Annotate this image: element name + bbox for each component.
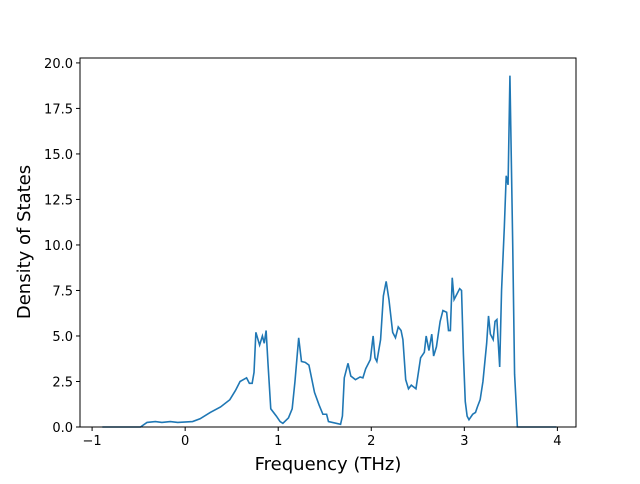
x-tick-label: −1 bbox=[83, 434, 102, 449]
x-tick-label: 3 bbox=[460, 434, 468, 449]
plot-frame bbox=[79, 57, 577, 428]
y-axis-label: Density of States bbox=[14, 165, 35, 319]
y-tick-label: 0.0 bbox=[52, 421, 73, 436]
x-tick-label: 2 bbox=[367, 434, 375, 449]
y-tick-label: 17.5 bbox=[44, 102, 73, 117]
x-tick-label: 4 bbox=[553, 434, 561, 449]
y-tick-label: 10.0 bbox=[44, 239, 73, 254]
x-axis-label: Frequency (THz) bbox=[255, 454, 402, 475]
line bbox=[102, 75, 557, 428]
y-tick-label: 12.5 bbox=[44, 193, 73, 208]
y-tick-label: 20.0 bbox=[44, 57, 73, 72]
y-tick-label: 7.5 bbox=[52, 284, 73, 299]
x-tick-label: 0 bbox=[181, 434, 189, 449]
y-tick-label: 2.5 bbox=[52, 375, 73, 390]
y-tick-label: 15.0 bbox=[44, 148, 73, 163]
x-tick-label: 1 bbox=[274, 434, 282, 449]
y-tick-label: 5.0 bbox=[52, 330, 73, 345]
